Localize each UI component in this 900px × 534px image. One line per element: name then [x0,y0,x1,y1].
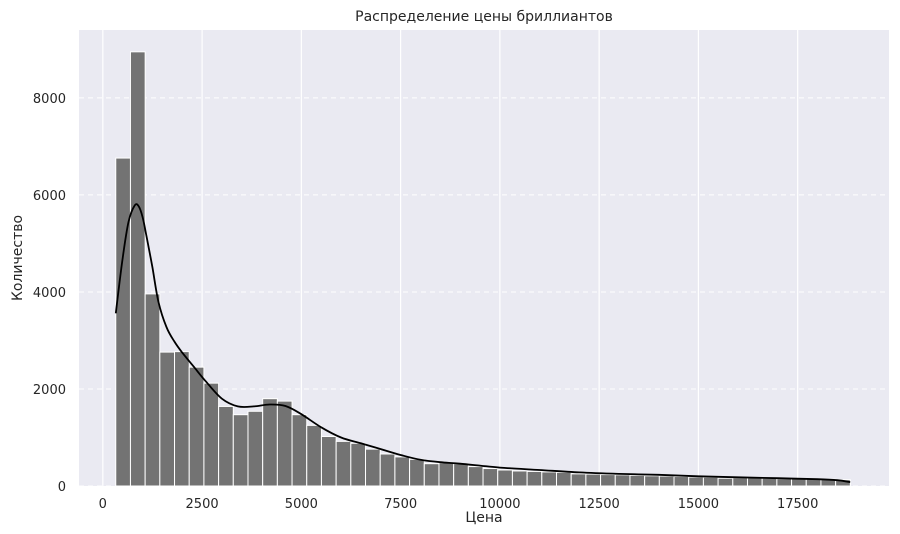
histogram-bar [526,470,543,487]
histogram-bar [306,424,322,487]
histogram-bar [673,476,690,487]
histogram-bar [350,442,367,487]
x-axis-label: Цена [465,510,502,526]
histogram-bar [585,473,602,487]
y-tick-label: 2000 [33,383,66,398]
histogram-bar [746,477,763,487]
histogram-bar [658,475,675,487]
histogram-bar [776,478,793,487]
histogram-bar [291,414,308,487]
histogram-bar [570,473,587,487]
x-tick-label: 0 [99,497,107,512]
histogram-bar [511,470,528,487]
y-tick-label: 6000 [33,189,66,204]
histogram-bar [159,351,176,487]
histogram-bar [320,436,337,487]
histogram-bar [247,410,264,487]
histogram-bar [409,458,425,487]
x-tick-label: 12500 [578,497,619,512]
histogram-bar [688,476,704,487]
histogram-bar [379,453,396,487]
histogram-bar [732,477,748,487]
bars-layer [115,51,851,487]
histogram-bar [115,157,131,487]
histogram-bar [541,471,558,487]
histogram-bar [644,475,660,487]
histogram-bar [467,466,484,487]
histogram-bar [761,477,778,487]
histogram-bar [614,474,631,487]
y-tick-labels: 0 2000 4000 6000 8000 [33,92,66,495]
x-tick-label: 17500 [777,497,818,512]
histogram-bar [232,414,249,487]
x-tick-label: 15000 [678,497,719,512]
histogram-bar [835,479,851,487]
histogram-bar [717,477,734,487]
histogram-bar [129,51,146,487]
histogram-bar [335,440,352,487]
x-tick-label: 10000 [479,497,520,512]
histogram-bar [262,398,278,487]
histogram-bar [629,474,646,487]
histogram-bar [218,405,234,487]
histogram-bar [276,400,293,487]
histogram-bar [453,463,469,487]
kde-layer [114,203,851,483]
y-tick-label: 0 [58,480,66,495]
histogram-bar [203,382,220,487]
y-tick-label: 4000 [33,286,66,301]
histogram-bar [394,456,411,487]
y-axis-label: Количество [10,215,26,301]
x-tick-label: 7500 [384,497,417,512]
x-tick-labels: 0 2500 5000 7500 10000 12500 15000 17500 [99,497,819,512]
y-tick-label: 8000 [33,92,66,107]
chart-title: Распределение цены бриллиантов [355,9,613,25]
histogram-bar [423,463,440,487]
histogram-bar [556,471,572,487]
histogram-bar [188,366,205,487]
histogram-bar [365,448,381,487]
histogram-bar [482,468,499,487]
x-tick-label: 2500 [186,497,219,512]
histogram-bar [497,469,513,487]
histogram-bar [438,462,455,487]
histogram-bar [174,351,190,487]
x-tick-label: 5000 [285,497,318,512]
histogram-bar [144,293,161,487]
kde-line [114,203,851,483]
histogram-bar [791,478,807,487]
histogram-bar [600,474,616,487]
histogram-bar [702,476,719,487]
